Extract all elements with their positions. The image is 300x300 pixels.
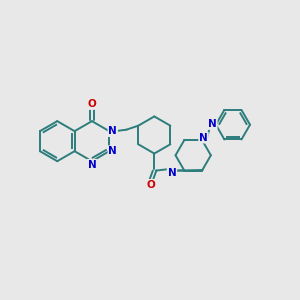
Text: O: O: [146, 180, 155, 190]
Text: N: N: [168, 168, 176, 178]
Text: N: N: [88, 160, 96, 170]
Text: N: N: [199, 133, 208, 142]
Text: N: N: [108, 126, 117, 136]
Text: N: N: [108, 146, 117, 156]
Text: O: O: [88, 99, 96, 109]
Text: N: N: [208, 119, 217, 129]
